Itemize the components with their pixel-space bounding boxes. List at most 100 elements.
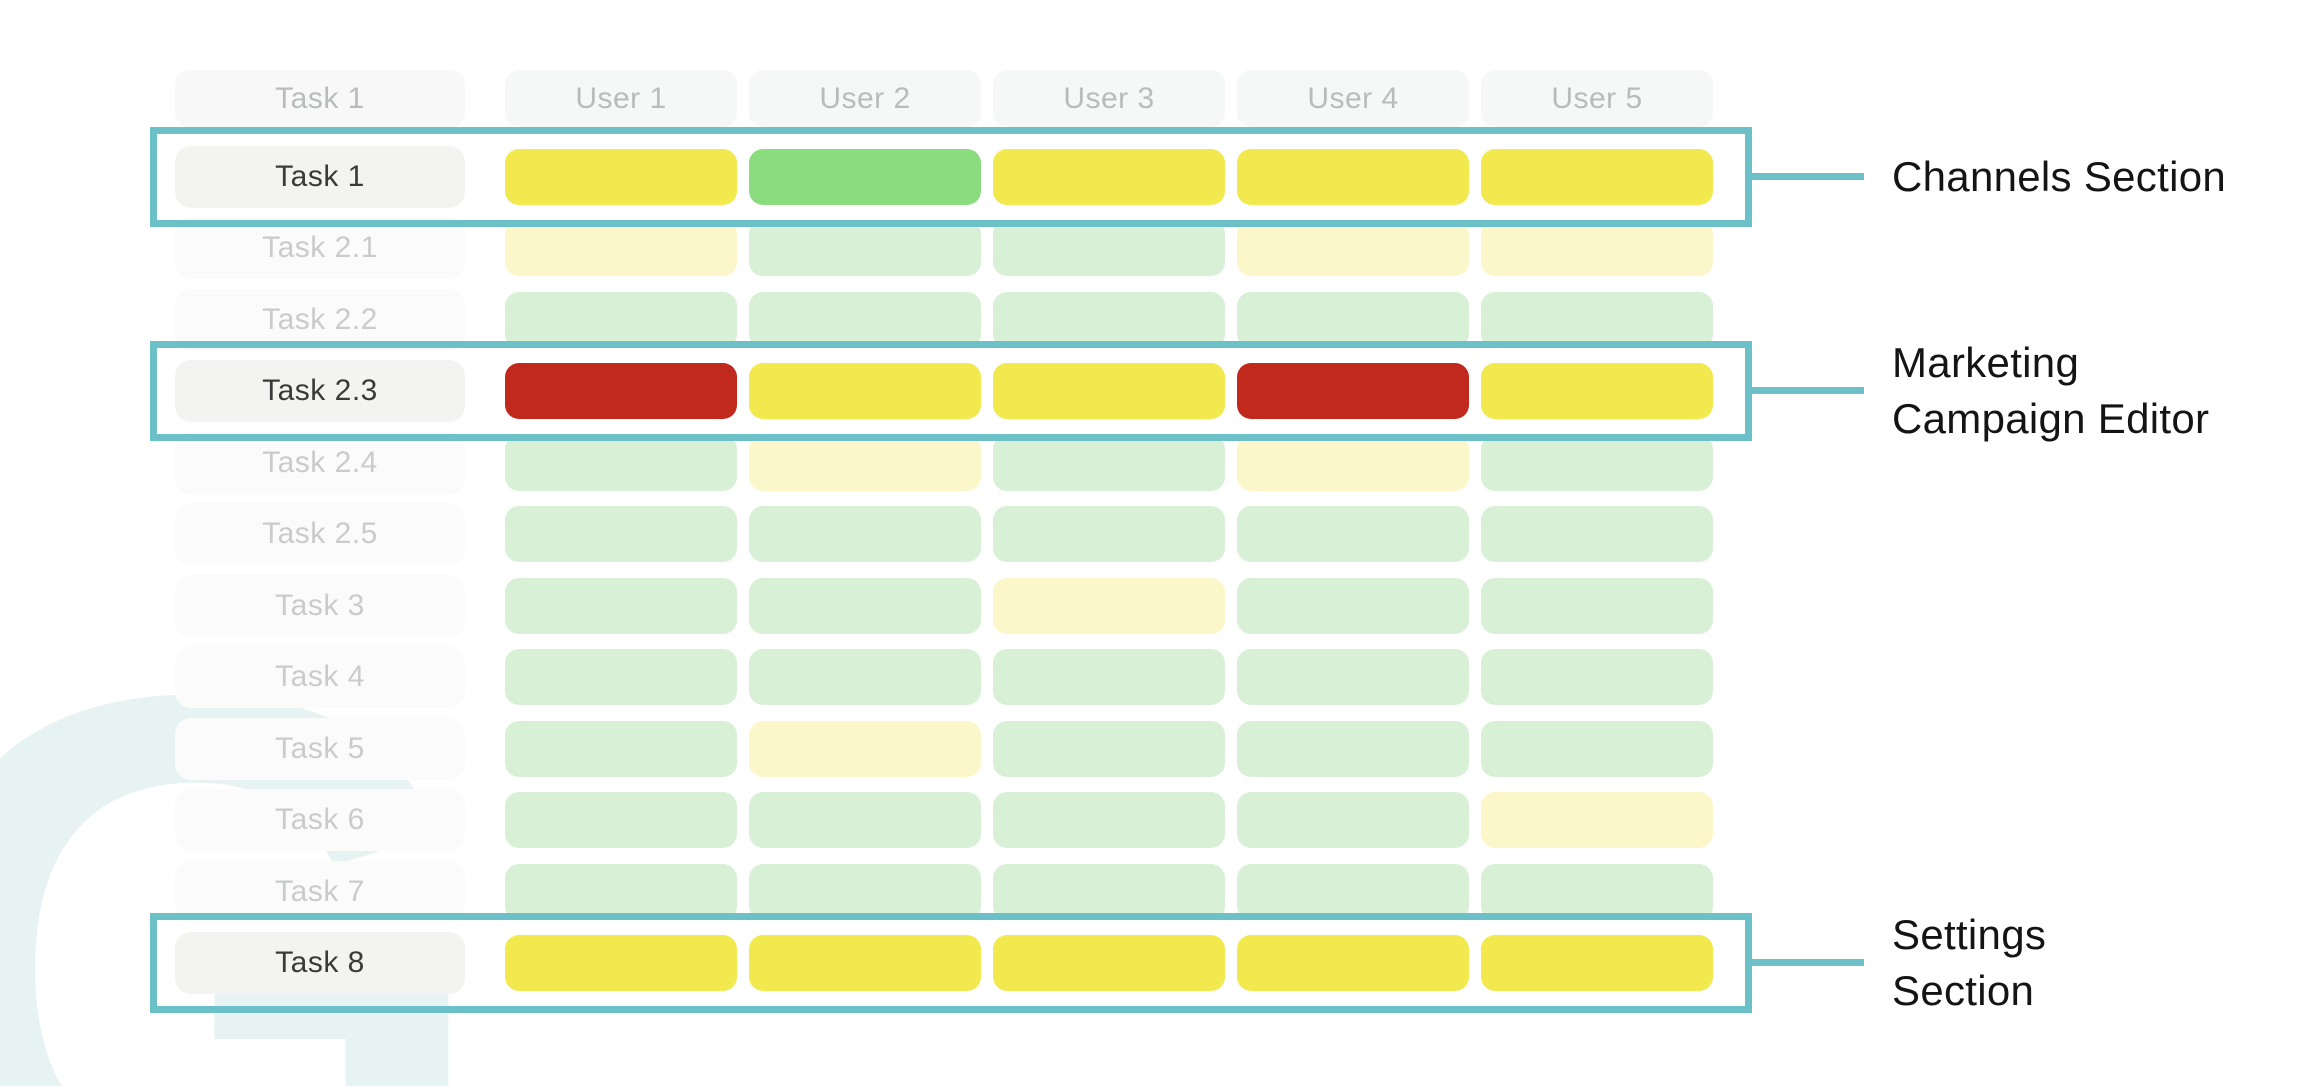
- matrix-cell-yellow[interactable]: [993, 148, 1225, 205]
- matrix-cell-pale-yellow[interactable]: [1237, 434, 1469, 491]
- task-row-task-2-1: Task 2.1: [150, 213, 1752, 285]
- matrix-cell-pale-green[interactable]: [749, 577, 981, 634]
- task-row-task-2-2: Task 2.2: [150, 284, 1752, 356]
- highlight-box-marketing-campaign-editor: [150, 341, 1752, 441]
- matrix-cell-pale-green[interactable]: [1481, 720, 1713, 777]
- matrix-cell-pale-green[interactable]: [749, 863, 981, 920]
- matrix-cell-pale-green[interactable]: [993, 792, 1225, 849]
- task-label: Task 7: [175, 860, 465, 923]
- matrix-cell-red[interactable]: [1237, 363, 1469, 420]
- column-header-user-2: User 2: [749, 70, 981, 127]
- matrix-cell-pale-green[interactable]: [505, 720, 737, 777]
- matrix-cell-pale-green[interactable]: [993, 506, 1225, 563]
- matrix-cell-pale-green[interactable]: [1237, 291, 1469, 348]
- matrix-cell-pale-green[interactable]: [505, 291, 737, 348]
- callout-line: Marketing: [1892, 339, 2080, 386]
- task-label: Task 2.1: [175, 217, 465, 280]
- task-row-task-5: Task 5: [150, 713, 1752, 785]
- grid-rows: Task 1 Task 2.1 Task 2.2 Task 2.3 Task 2.4 Ta…: [150, 141, 1752, 999]
- matrix-cell-pale-yellow[interactable]: [749, 434, 981, 491]
- matrix-cell-green[interactable]: [749, 148, 981, 205]
- callout-line: Settings: [1892, 911, 2047, 958]
- task-row-task-2-3: Task 2.3: [150, 356, 1752, 428]
- matrix-cell-pale-green[interactable]: [1237, 863, 1469, 920]
- matrix-cell-pale-green[interactable]: [1237, 649, 1469, 706]
- matrix-cell-yellow[interactable]: [505, 935, 737, 992]
- task-label: Task 2.5: [175, 503, 465, 566]
- task-label: Task 4: [175, 646, 465, 709]
- task-row-task-2-4: Task 2.4: [150, 427, 1752, 499]
- matrix-cell-yellow[interactable]: [1237, 935, 1469, 992]
- matrix-cell-yellow[interactable]: [749, 363, 981, 420]
- matrix-cell-pale-yellow[interactable]: [749, 720, 981, 777]
- matrix-cell-pale-green[interactable]: [1481, 863, 1713, 920]
- matrix-cell-pale-green[interactable]: [1237, 720, 1469, 777]
- matrix-cell-red[interactable]: [505, 363, 737, 420]
- matrix-cell-yellow[interactable]: [1481, 935, 1713, 992]
- matrix-cell-pale-green[interactable]: [505, 863, 737, 920]
- connector-line-marketing-campaign-editor: [1748, 387, 1864, 394]
- column-header-user-1: User 1: [505, 70, 737, 127]
- matrix-cell-pale-green[interactable]: [505, 506, 737, 563]
- matrix-cell-yellow[interactable]: [749, 935, 981, 992]
- matrix-cell-pale-green[interactable]: [749, 649, 981, 706]
- column-header-user-5: User 5: [1481, 70, 1713, 127]
- callout-settings-section: Settings Section: [1892, 911, 2046, 1014]
- matrix-cell-pale-green[interactable]: [993, 291, 1225, 348]
- connector-line-channels-section: [1748, 173, 1864, 180]
- matrix-cell-pale-green[interactable]: [1237, 577, 1469, 634]
- task-label: Task 2.2: [175, 288, 465, 351]
- matrix-cell-pale-yellow[interactable]: [1481, 792, 1713, 849]
- matrix-cell-yellow[interactable]: [1481, 363, 1713, 420]
- column-header-user-3: User 3: [993, 70, 1225, 127]
- matrix-cell-pale-green[interactable]: [1481, 649, 1713, 706]
- matrix-cell-yellow[interactable]: [505, 148, 737, 205]
- task-row-task-7: Task 7: [150, 856, 1752, 928]
- matrix-cell-yellow[interactable]: [1237, 148, 1469, 205]
- matrix-cell-pale-yellow[interactable]: [505, 220, 737, 277]
- task-label: Task 1: [175, 145, 465, 208]
- matrix-cell-pale-green[interactable]: [505, 649, 737, 706]
- matrix-cell-yellow[interactable]: [993, 935, 1225, 992]
- matrix-cell-pale-yellow[interactable]: [993, 577, 1225, 634]
- matrix-cell-pale-green[interactable]: [1237, 792, 1469, 849]
- task-row-task-3: Task 3: [150, 570, 1752, 642]
- matrix-cell-pale-green[interactable]: [1481, 291, 1713, 348]
- highlight-box-channels-section: [150, 127, 1752, 227]
- highlight-box-settings-section: [150, 913, 1752, 1013]
- column-header-user-4: User 4: [1237, 70, 1469, 127]
- matrix-cell-pale-green[interactable]: [1481, 434, 1713, 491]
- matrix-cell-pale-green[interactable]: [993, 434, 1225, 491]
- matrix-cell-pale-green[interactable]: [505, 434, 737, 491]
- task-label: Task 3: [175, 574, 465, 637]
- matrix-cell-pale-green[interactable]: [749, 291, 981, 348]
- grid-header-row: Task 1 User 1 User 2 User 3 User 4 User 5: [150, 70, 1752, 127]
- matrix-cell-pale-green[interactable]: [993, 649, 1225, 706]
- matrix-cell-pale-green[interactable]: [749, 506, 981, 563]
- connector-line-settings-section: [1748, 959, 1864, 966]
- matrix-cell-pale-green[interactable]: [749, 792, 981, 849]
- matrix-cell-pale-green[interactable]: [1481, 506, 1713, 563]
- task-row-task-8: Task 8: [150, 928, 1752, 1000]
- matrix-cell-pale-green[interactable]: [993, 720, 1225, 777]
- callout-line: Section: [1892, 967, 2035, 1014]
- callout-channels-section: Channels Section: [1892, 127, 2226, 227]
- matrix-cell-pale-green[interactable]: [1237, 506, 1469, 563]
- matrix-cell-yellow[interactable]: [1481, 148, 1713, 205]
- matrix-cell-pale-yellow[interactable]: [1237, 220, 1469, 277]
- matrix-cell-pale-green[interactable]: [993, 220, 1225, 277]
- matrix-cell-pale-green[interactable]: [1481, 577, 1713, 634]
- task-row-task-2-5: Task 2.5: [150, 499, 1752, 571]
- task-label: Task 8: [175, 932, 465, 995]
- callout-line: Channels Section: [1892, 153, 2227, 200]
- matrix-cell-pale-green[interactable]: [749, 220, 981, 277]
- matrix-cell-yellow[interactable]: [993, 363, 1225, 420]
- column-header-task: Task 1: [175, 70, 465, 127]
- task-row-task-6: Task 6: [150, 785, 1752, 857]
- matrix-cell-pale-green[interactable]: [505, 792, 737, 849]
- matrix-cell-pale-yellow[interactable]: [1481, 220, 1713, 277]
- task-row-task-1: Task 1: [150, 141, 1752, 213]
- matrix-cell-pale-green[interactable]: [505, 577, 737, 634]
- matrix-cell-pale-green[interactable]: [993, 863, 1225, 920]
